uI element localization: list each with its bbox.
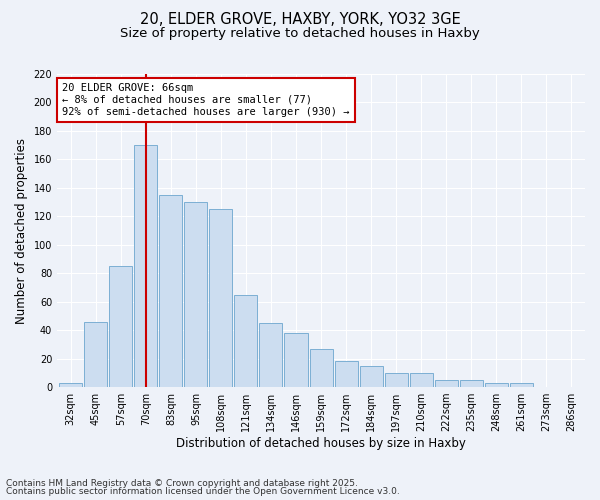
Bar	[410, 373, 433, 387]
Text: 20 ELDER GROVE: 66sqm
← 8% of detached houses are smaller (77)
92% of semi-detac: 20 ELDER GROVE: 66sqm ← 8% of detached h…	[62, 84, 350, 116]
Y-axis label: Number of detached properties: Number of detached properties	[15, 138, 28, 324]
Bar	[335, 362, 358, 387]
Bar	[310, 348, 332, 387]
Bar	[509, 383, 533, 387]
Bar	[85, 322, 107, 387]
Text: Contains HM Land Registry data © Crown copyright and database right 2025.: Contains HM Land Registry data © Crown c…	[6, 478, 358, 488]
X-axis label: Distribution of detached houses by size in Haxby: Distribution of detached houses by size …	[176, 437, 466, 450]
Bar	[134, 145, 157, 387]
Bar	[284, 333, 308, 387]
Bar	[160, 195, 182, 387]
Text: Contains public sector information licensed under the Open Government Licence v3: Contains public sector information licen…	[6, 487, 400, 496]
Bar	[385, 373, 407, 387]
Bar	[485, 383, 508, 387]
Bar	[359, 366, 383, 387]
Bar	[184, 202, 208, 387]
Bar	[434, 380, 458, 387]
Bar	[460, 380, 482, 387]
Bar	[235, 294, 257, 387]
Bar	[109, 266, 133, 387]
Text: 20, ELDER GROVE, HAXBY, YORK, YO32 3GE: 20, ELDER GROVE, HAXBY, YORK, YO32 3GE	[140, 12, 460, 28]
Bar	[259, 323, 283, 387]
Bar	[59, 383, 82, 387]
Text: Size of property relative to detached houses in Haxby: Size of property relative to detached ho…	[120, 28, 480, 40]
Bar	[209, 209, 232, 387]
